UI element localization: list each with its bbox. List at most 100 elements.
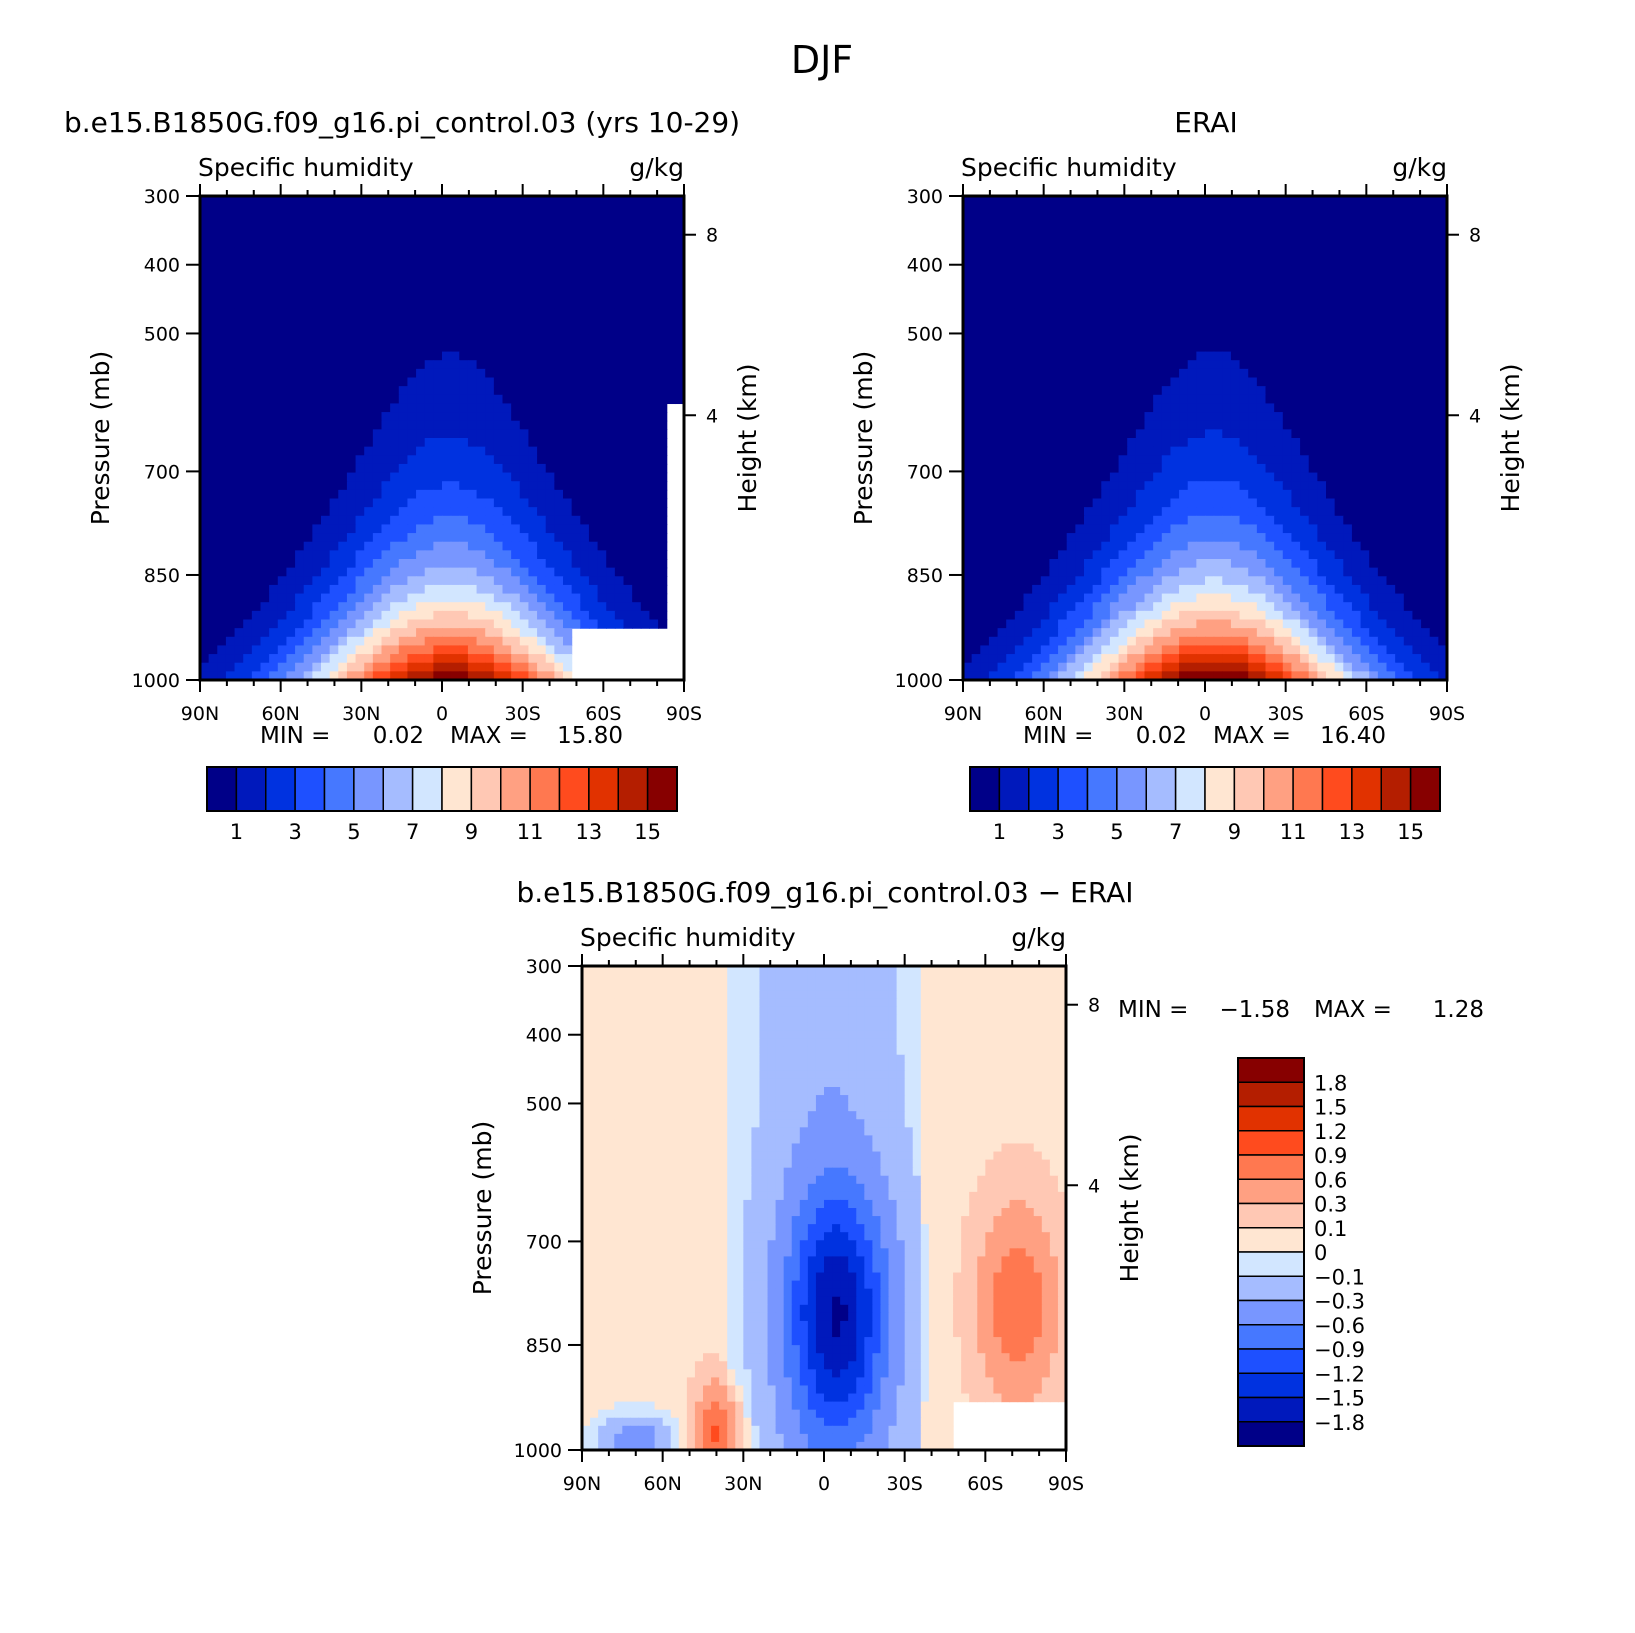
contour-cell (1205, 394, 1215, 405)
contour-cell (1006, 342, 1016, 353)
contour-cell (450, 602, 460, 612)
contour-cell (346, 230, 357, 240)
contour-cell (1049, 386, 1059, 396)
contour-cell (442, 334, 452, 344)
contour-cell (485, 334, 495, 344)
contour-cell (1438, 368, 1447, 379)
contour-cell (295, 429, 305, 439)
contour-cell (640, 325, 651, 335)
contour-cell (1326, 256, 1336, 266)
contour-cell (1075, 360, 1085, 370)
contour-cell (243, 412, 253, 422)
contour-cell (1222, 394, 1232, 405)
contour-cell (1343, 239, 1353, 249)
contour-cell (658, 213, 668, 223)
contour-cell (234, 360, 244, 370)
contour-cell (537, 420, 547, 430)
contour-cell (459, 265, 469, 275)
contour-cell (295, 247, 305, 258)
contour-cell (303, 602, 313, 612)
contour-cell (1040, 317, 1051, 327)
colorbar-label: 1 (230, 820, 243, 844)
contour-cell (467, 671, 478, 680)
contour-cell (1334, 472, 1344, 482)
ytick-label: 500 (144, 323, 180, 345)
contour-cell (1369, 196, 1379, 206)
contour-cell (1377, 317, 1388, 327)
contour-cell (467, 584, 478, 595)
contour-cell (312, 662, 322, 672)
contour-cell (493, 368, 504, 379)
contour-cell (251, 463, 262, 474)
contour-cell (398, 273, 409, 284)
contour-cell (407, 550, 417, 560)
contour-cell (649, 308, 659, 318)
contour-cell (260, 559, 270, 569)
contour-cell (1144, 291, 1154, 301)
contour-cell (217, 213, 227, 223)
contour-cell (997, 291, 1007, 301)
contour-cell (1403, 256, 1414, 266)
contour-cell (1101, 282, 1111, 292)
contour-cell (321, 602, 331, 612)
contour-cell (1291, 412, 1301, 422)
contour-cell (1248, 420, 1258, 430)
contour-cell (1343, 386, 1353, 396)
contour-cell (675, 256, 684, 266)
contour-cell (1205, 230, 1215, 240)
contour-cell (1265, 230, 1275, 240)
contour-cell (364, 299, 374, 309)
contour-cell (1205, 196, 1215, 206)
contour-cell (1429, 386, 1439, 396)
contour-cell (1032, 291, 1042, 301)
contour-cell (1187, 291, 1197, 301)
contour-cell (1014, 221, 1025, 232)
contour-cell (277, 317, 288, 327)
contour-cell (355, 230, 365, 240)
contour-cell (1170, 412, 1180, 422)
contour-cell (1282, 291, 1293, 301)
contour-cell (980, 342, 990, 353)
contour-cell (277, 481, 288, 491)
contour-cell (580, 584, 590, 595)
contour-cell (225, 360, 236, 370)
contour-cell (1213, 368, 1223, 379)
contour-cell (1040, 265, 1051, 275)
contour-cell (1075, 463, 1085, 474)
contour-cell (217, 481, 227, 491)
contour-cell (614, 247, 625, 258)
contour-cell (407, 438, 417, 448)
contour-cell (1274, 463, 1284, 474)
contour-cell (312, 515, 322, 526)
contour-cell (234, 420, 244, 430)
contour-cell (243, 610, 253, 621)
contour-cell (1343, 412, 1353, 422)
contour-cell (1360, 446, 1370, 456)
contour-cell (597, 446, 607, 456)
contour-cell (1040, 446, 1051, 456)
contour-cell (606, 420, 616, 430)
contour-cell (649, 394, 659, 405)
contour-cell (1153, 308, 1163, 318)
contour-cell (1230, 265, 1241, 275)
contour-cell (1032, 221, 1042, 232)
contour-cell (208, 386, 218, 396)
contour-cell (269, 273, 279, 284)
contour-cell (1213, 196, 1223, 206)
contour-cell (424, 636, 434, 647)
contour-cell (416, 559, 426, 569)
contour-cell (1282, 351, 1293, 361)
contour-cell (442, 446, 452, 456)
contour-cell (225, 221, 236, 232)
contour-cell (251, 360, 262, 370)
contour-cell (1170, 213, 1180, 223)
contour-cell (1395, 230, 1405, 240)
contour-cell (424, 576, 434, 586)
contour-cell (588, 550, 599, 560)
contour-cell (623, 602, 633, 612)
contour-cell (225, 498, 236, 508)
contour-cell (1256, 265, 1267, 275)
contour-cell (1127, 282, 1137, 292)
contour-cell (243, 342, 253, 353)
